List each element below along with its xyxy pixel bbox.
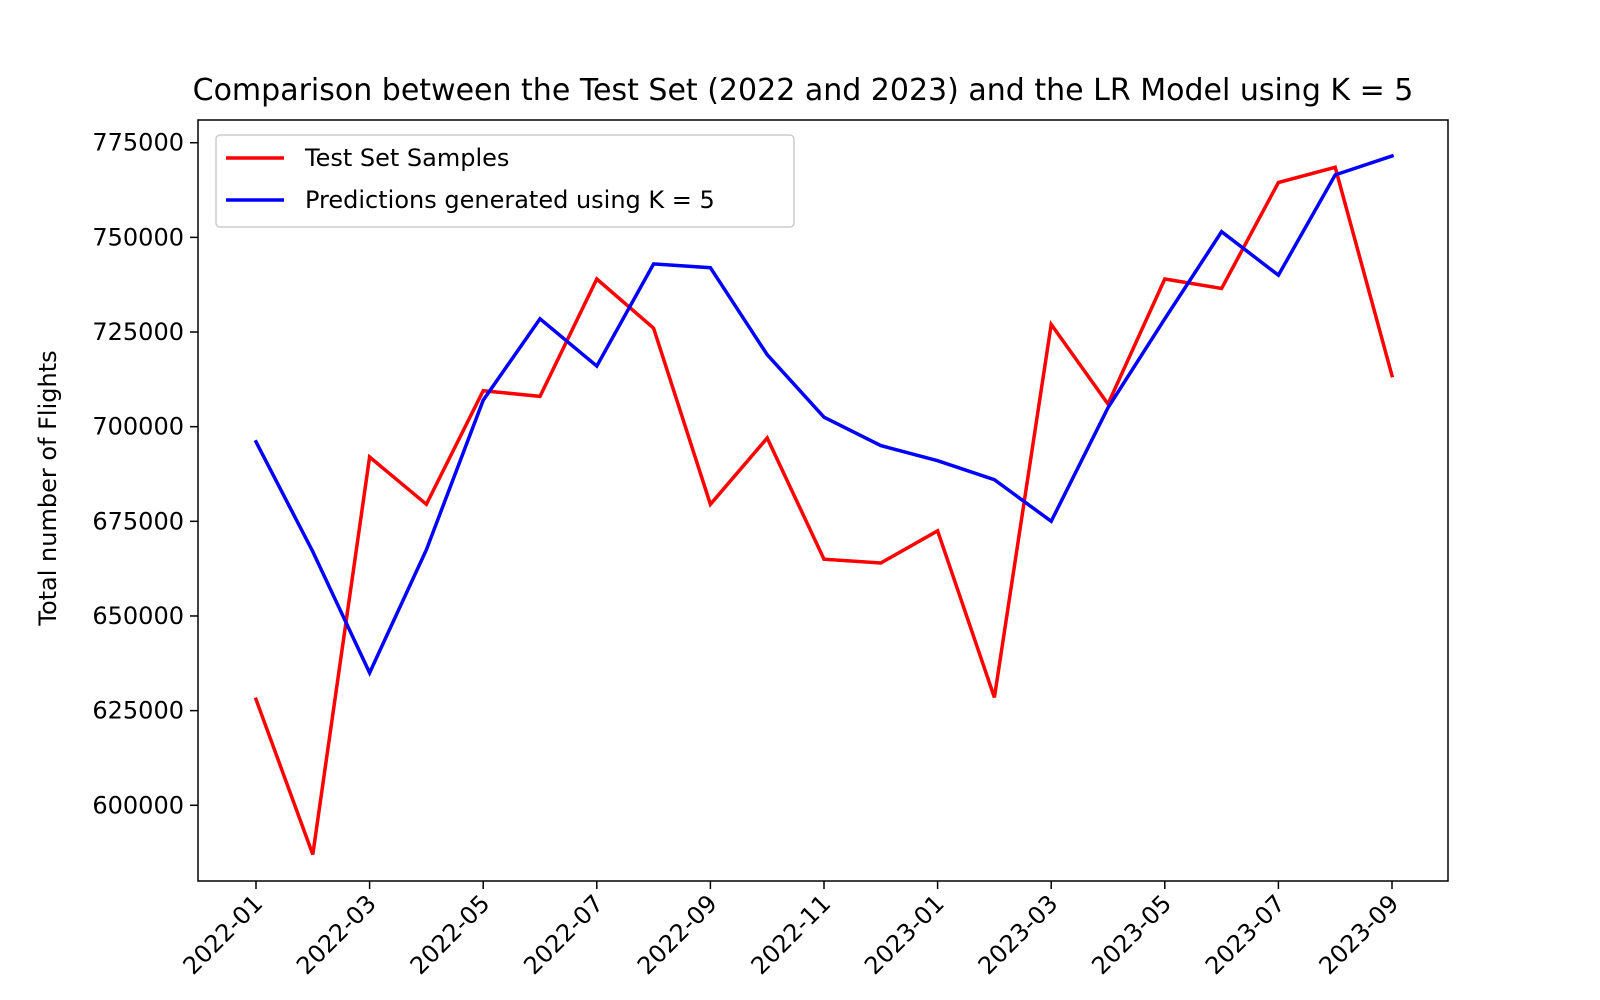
- legend: Test Set Samples Predictions generated us…: [215, 134, 795, 228]
- x-tick-label: 2023-01: [859, 889, 950, 980]
- y-tick-label: 725000: [92, 318, 184, 346]
- x-tick-label: 2022-05: [405, 889, 496, 980]
- x-tick-label: 2022-11: [746, 889, 837, 980]
- series-layer: [253, 153, 1395, 856]
- legend-box: [215, 134, 795, 228]
- legend-label-2: Predictions generated using K = 5: [305, 186, 715, 214]
- x-tick-label: 2022-09: [632, 889, 723, 980]
- y-tick-label: 775000: [92, 129, 184, 157]
- chart-title: Comparison between the Test Set (2022 an…: [193, 73, 1414, 108]
- series-line-1: [253, 165, 1395, 856]
- series-line-2: [253, 153, 1395, 677]
- y-tick-label: 600000: [92, 791, 184, 819]
- x-tick-label: 2022-01: [178, 889, 269, 980]
- legend-label-1: Test Set Samples: [304, 144, 509, 172]
- y-tick-label: 750000: [92, 223, 184, 251]
- y-tick-label: 700000: [92, 413, 184, 441]
- y-tick-label: 650000: [92, 602, 184, 630]
- y-axis: 600000 625000 650000 675000 700000 725000 7500…: [92, 129, 198, 819]
- x-tick-label: 2022-03: [291, 889, 382, 980]
- y-tick-label: 675000: [92, 507, 184, 535]
- x-axis: 2022-01 2022-03 2022-05 2022-07 2022-09 2022-…: [178, 881, 1405, 980]
- plot-area-frame: [197, 119, 1449, 882]
- x-tick-label: 2023-03: [973, 889, 1064, 980]
- x-tick-label: 2023-05: [1086, 889, 1177, 980]
- x-tick-label: 2022-07: [518, 889, 609, 980]
- y-tick-label: 625000: [92, 697, 184, 725]
- x-tick-label: 2023-09: [1314, 889, 1405, 980]
- y-axis-label: Total number of Flights: [34, 350, 62, 626]
- x-tick-label: 2023-07: [1200, 889, 1291, 980]
